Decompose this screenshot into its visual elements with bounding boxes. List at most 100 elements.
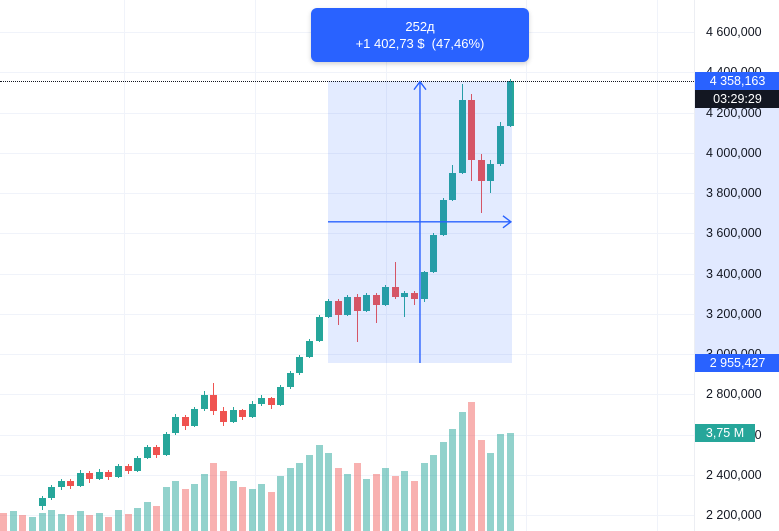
gridline-h xyxy=(0,233,694,235)
price-tick-label: 4 600,000 xyxy=(706,25,762,39)
price-tick-label: 3 200,000 xyxy=(706,306,762,321)
volume-bar xyxy=(496,434,504,531)
volume-bar xyxy=(258,484,266,531)
gridline-h xyxy=(0,434,694,436)
volume-bar xyxy=(372,473,380,531)
volume-bar xyxy=(48,510,55,531)
volume-bar xyxy=(239,486,247,531)
volume-bar xyxy=(143,502,151,531)
candle-body xyxy=(95,471,103,480)
volume-bar xyxy=(105,516,113,531)
gridline-h xyxy=(0,354,694,355)
candle-body xyxy=(210,394,218,411)
measurement-change-value: +1 402,73 $ xyxy=(355,36,425,51)
candle-body xyxy=(305,340,313,357)
candle-body xyxy=(401,293,409,298)
candle-body xyxy=(325,301,332,317)
candle-wick xyxy=(356,294,358,342)
price-tick-label: 3 400,000 xyxy=(706,266,762,281)
current-price-line xyxy=(0,80,694,82)
candle-body xyxy=(114,465,122,478)
candle-body xyxy=(258,397,266,404)
price-tick-label: 4 000,000 xyxy=(706,145,762,160)
volume-bar xyxy=(76,511,84,531)
candle-body xyxy=(67,480,75,486)
volume-bar xyxy=(200,473,208,531)
candle-body xyxy=(468,100,476,161)
volume-bar xyxy=(134,507,141,531)
candle-body xyxy=(229,409,237,422)
candle-body xyxy=(363,295,371,312)
chart-canvas[interactable]: 252д +1 402,73 $ (47,46%) xyxy=(0,0,694,531)
candle-body xyxy=(267,397,275,406)
candle-body xyxy=(48,486,55,498)
candle-body xyxy=(134,457,141,472)
volume-bar xyxy=(38,512,46,531)
candle-body xyxy=(277,387,285,406)
gridline-v xyxy=(124,0,125,531)
volume-value-label: 3,75 M xyxy=(695,424,755,442)
measurement-range-rect[interactable] xyxy=(328,80,512,363)
candle-body xyxy=(57,480,65,487)
measurement-tooltip[interactable]: 252д +1 402,73 $ (47,46%) xyxy=(311,8,529,62)
candle-body xyxy=(382,287,390,306)
candle-body xyxy=(105,471,113,478)
volume-bar xyxy=(468,401,476,531)
volume-bar xyxy=(0,512,8,531)
volume-bar xyxy=(315,444,323,531)
price-axis-range-highlight xyxy=(695,80,779,372)
price-tick-label: 4 200,000 xyxy=(706,105,762,120)
volume-bar xyxy=(29,516,36,531)
candle-body xyxy=(38,497,46,506)
candle-wick xyxy=(375,293,377,324)
measurement-change-pct: (47,46%) xyxy=(431,36,485,51)
measurement-change: +1 402,73 $ (47,46%) xyxy=(311,37,529,50)
candle-body xyxy=(487,164,495,182)
candle-body xyxy=(477,160,485,182)
volume-bar xyxy=(277,476,285,531)
price-tick-label: 2 200,000 xyxy=(706,508,762,522)
volume-bar xyxy=(95,512,103,531)
candle-body xyxy=(76,472,84,486)
volume-bar xyxy=(181,489,189,531)
gridline-h xyxy=(0,72,694,74)
volume-bar xyxy=(344,473,352,531)
candle-body xyxy=(430,234,438,272)
candle-body xyxy=(315,316,323,341)
volume-bar xyxy=(248,489,256,531)
candle-body xyxy=(191,409,199,426)
candle-body xyxy=(286,373,294,388)
gridline-v xyxy=(657,0,658,531)
volume-bar xyxy=(334,468,342,531)
range-start-price-label: 2 955,427 xyxy=(695,354,779,372)
volume-bar xyxy=(325,452,332,531)
volume-bar xyxy=(67,515,75,531)
gridline-h xyxy=(0,112,694,114)
gridline-h xyxy=(0,193,694,194)
volume-bar xyxy=(191,484,199,531)
volume-bar xyxy=(19,515,27,531)
volume-bar xyxy=(9,511,17,531)
volume-bar xyxy=(382,468,390,531)
volume-bar xyxy=(477,439,485,531)
gridline-h xyxy=(0,394,694,396)
volume-bar xyxy=(124,514,132,531)
candle-body xyxy=(200,394,208,410)
candle-body xyxy=(220,410,227,423)
measurement-duration: 252д xyxy=(405,19,435,34)
candle-body xyxy=(458,100,466,173)
volume-bar xyxy=(391,476,399,531)
candle-body xyxy=(411,293,418,300)
candle-wick xyxy=(404,291,406,318)
candle-body xyxy=(353,297,361,312)
volume-bar xyxy=(162,486,170,531)
candle-body xyxy=(153,446,161,456)
volume-bar xyxy=(363,478,371,531)
candle-body xyxy=(162,433,170,455)
gridline-v xyxy=(526,0,527,531)
volume-bar xyxy=(286,468,294,531)
volume-bar xyxy=(267,491,275,531)
volume-bar xyxy=(86,515,94,531)
